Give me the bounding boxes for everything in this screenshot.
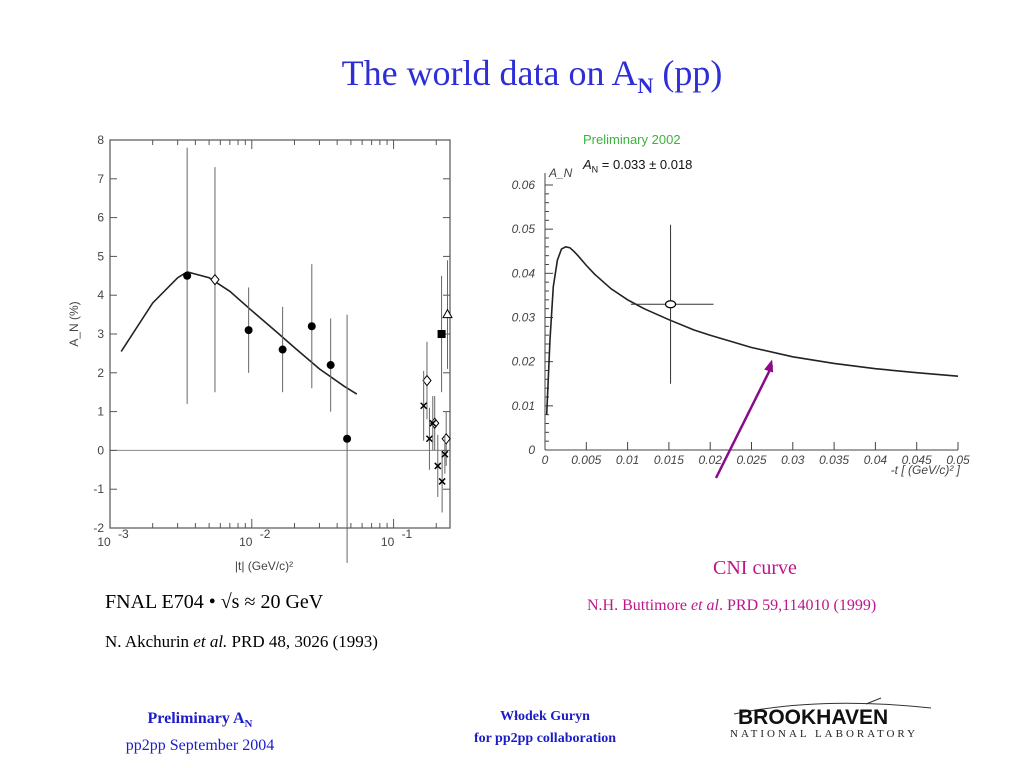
footer-left: Preliminary AN pp2pp September 2004: [125, 710, 275, 755]
left-data-point: [244, 287, 253, 373]
right-xtick-label: 0.025: [736, 453, 766, 467]
brookhaven-logo: BROOKHAVEN NATIONAL LABORATORY: [726, 697, 936, 748]
marker: [343, 434, 352, 443]
left-xtick-label: 10: [97, 535, 111, 549]
right-xtick-label: 0.04: [864, 453, 888, 467]
left-data-point: [425, 407, 433, 470]
left-data-point: [437, 275, 446, 393]
page-title: The world data on AN (pp): [341, 53, 723, 98]
right-ytick-label: 0.03: [512, 311, 536, 325]
right-xtick-label: 0.03: [781, 453, 805, 467]
right-xtick-label: 0.01: [616, 453, 639, 467]
logo-brand: BROOKHAVEN: [738, 706, 889, 729]
right-ytick-label: 0.06: [512, 178, 536, 192]
fnal-e704-label: FNAL E704 • √s ≈ 20 GeV: [105, 591, 324, 613]
left-ytick-label: 3: [97, 327, 104, 341]
marker: [437, 330, 446, 338]
left-data-point: [420, 370, 428, 441]
right-ytick-label: 0: [528, 443, 535, 457]
right-data-point: [630, 224, 714, 384]
right-xtick-label: 0.015: [654, 453, 684, 467]
right-xtick-label: 0.02: [699, 453, 723, 467]
left-data-point: [441, 411, 451, 466]
left-xtick-exponent: -3: [118, 527, 129, 541]
right-ytick-label: 0.02: [512, 355, 536, 369]
cni-curve: [545, 245, 959, 415]
marker: [442, 308, 453, 319]
marker: [422, 374, 432, 387]
right-xlabel: -t [ (GeV/c)² ]: [891, 463, 961, 477]
marker: [210, 273, 220, 286]
preliminary-label: Preliminary 2002: [583, 132, 681, 147]
left-ytick-label: 2: [97, 366, 104, 380]
right-xtick-label: 0: [542, 453, 549, 467]
left-data-point: [434, 434, 442, 497]
right-ytick-label: 0.04: [512, 266, 536, 280]
left-data-point: [422, 341, 432, 420]
marker: [664, 300, 677, 309]
left-ytick-label: 0: [97, 443, 104, 457]
right-ytick-label: 0.05: [512, 222, 536, 236]
marker: [183, 271, 192, 280]
left-ytick-label: 4: [97, 288, 104, 302]
left-data-point: [343, 314, 352, 563]
marker: [429, 419, 437, 427]
left-ytick-label: 7: [97, 172, 104, 186]
left-ylabel: A_N (%): [67, 301, 81, 346]
right-xtick-label: 0.05: [946, 453, 970, 467]
left-ytick-label: 5: [97, 249, 104, 263]
footer-author: Włodek Guryn for pp2pp collaboration: [473, 709, 617, 746]
right-xtick-label: 0.035: [819, 453, 849, 467]
buttimore-reference: N.H. Buttimore et al. PRD 59,114010 (199…: [587, 597, 877, 614]
marker: [441, 450, 449, 458]
an-value-label: AN = 0.033 ± 0.018: [583, 157, 693, 175]
marker: [438, 477, 446, 485]
left-ytick-label: -1: [93, 482, 104, 496]
cni-curve-label: CNI curve: [713, 557, 797, 579]
left-data-point: [438, 450, 446, 513]
cni-arrow-head: [764, 359, 774, 373]
left-data-point: [210, 167, 220, 393]
left-data-point: [183, 147, 192, 404]
left-data-point: [307, 264, 316, 389]
left-data-point: [429, 396, 437, 451]
left-xtick-label: 10: [381, 535, 395, 549]
left-data-point: [326, 318, 335, 412]
right-ylabel: A_N: [548, 166, 573, 180]
left-data-point: [278, 306, 287, 393]
left-xtick-exponent: -1: [402, 527, 413, 541]
logo-subtitle: NATIONAL LABORATORY: [730, 728, 919, 740]
left-data-point: [441, 434, 449, 474]
right-ytick-label: 0.01: [512, 399, 535, 413]
marker: [425, 435, 433, 443]
left-ytick-label: 8: [97, 133, 104, 147]
left-xlabel: |t| (GeV/c)²: [235, 559, 293, 573]
logo-swoosh-icon: [733, 697, 932, 715]
left-data-point: [442, 260, 453, 369]
marker: [326, 361, 335, 370]
marker: [441, 432, 451, 445]
left-ytick-label: 1: [97, 405, 104, 419]
marker: [434, 462, 442, 470]
right-xtick-label: 0.045: [902, 453, 932, 467]
left-xtick-exponent: -2: [260, 527, 271, 541]
left-xtick-label: 10: [239, 535, 253, 549]
marker: [420, 402, 428, 410]
left-ytick-label: 6: [97, 211, 104, 225]
left-fit-curve: [120, 271, 358, 395]
akchurin-reference: N. Akchurin et al. PRD 48, 3026 (1993): [105, 632, 378, 651]
left-ytick-label: -2: [93, 521, 104, 535]
right-xtick-label: 0.005: [571, 453, 601, 467]
marker: [307, 322, 316, 331]
marker: [244, 326, 253, 335]
marker: [278, 345, 287, 354]
cni-arrow: [714, 364, 774, 479]
